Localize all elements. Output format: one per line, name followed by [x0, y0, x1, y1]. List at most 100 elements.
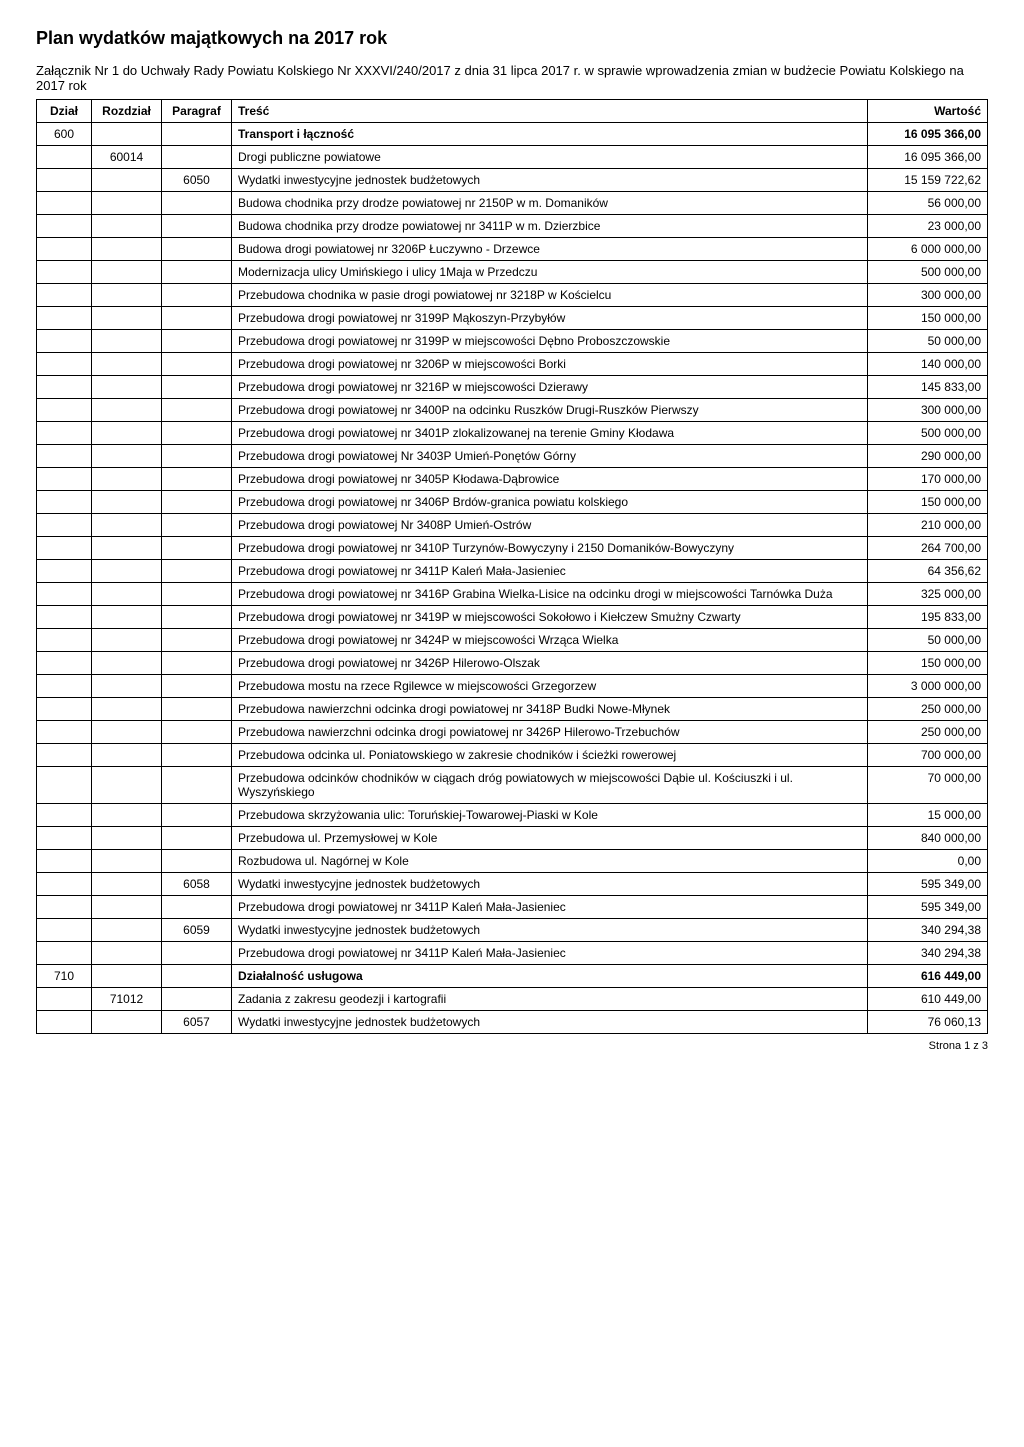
cell-rozdzial	[92, 675, 162, 698]
table-row: Przebudowa drogi powiatowej nr 3426P Hil…	[37, 652, 988, 675]
cell-tresc: Przebudowa drogi powiatowej nr 3411P Kal…	[232, 560, 868, 583]
cell-paragraf	[162, 468, 232, 491]
cell-tresc: Rozbudowa ul. Nagórnej w Kole	[232, 850, 868, 873]
cell-wartosc: 145 833,00	[868, 376, 988, 399]
cell-tresc: Przebudowa ul. Przemysłowej w Kole	[232, 827, 868, 850]
table-row: Przebudowa drogi powiatowej nr 3411P Kal…	[37, 896, 988, 919]
table-row: Przebudowa drogi powiatowej Nr 3403P Umi…	[37, 445, 988, 468]
cell-rozdzial	[92, 896, 162, 919]
cell-rozdzial	[92, 307, 162, 330]
cell-rozdzial: 60014	[92, 146, 162, 169]
table-row: Przebudowa odcinka ul. Poniatowskiego w …	[37, 744, 988, 767]
table-row: 71012Zadania z zakresu geodezji i kartog…	[37, 988, 988, 1011]
cell-rozdzial	[92, 399, 162, 422]
cell-wartosc: 610 449,00	[868, 988, 988, 1011]
cell-dzial	[37, 652, 92, 675]
cell-tresc: Przebudowa chodnika w pasie drogi powiat…	[232, 284, 868, 307]
cell-wartosc: 0,00	[868, 850, 988, 873]
cell-tresc: Przebudowa drogi powiatowej nr 3199P Mąk…	[232, 307, 868, 330]
budget-table: Dział Rozdział Paragraf Treść Wartość 60…	[36, 99, 988, 1034]
table-row: Rozbudowa ul. Nagórnej w Kole0,00	[37, 850, 988, 873]
cell-tresc: Przebudowa odcinka ul. Poniatowskiego w …	[232, 744, 868, 767]
cell-tresc: Wydatki inwestycyjne jednostek budżetowy…	[232, 919, 868, 942]
table-row: Przebudowa drogi powiatowej nr 3199P w m…	[37, 330, 988, 353]
cell-rozdzial	[92, 767, 162, 804]
header-tresc: Treść	[232, 100, 868, 123]
cell-rozdzial	[92, 942, 162, 965]
cell-rozdzial	[92, 537, 162, 560]
page-footer: Strona 1 z 3	[36, 1040, 988, 1052]
cell-dzial	[37, 261, 92, 284]
cell-paragraf	[162, 445, 232, 468]
cell-paragraf	[162, 652, 232, 675]
cell-paragraf	[162, 988, 232, 1011]
cell-rozdzial	[92, 123, 162, 146]
cell-rozdzial	[92, 376, 162, 399]
cell-tresc: Przebudowa drogi powiatowej nr 3419P w m…	[232, 606, 868, 629]
cell-wartosc: 595 349,00	[868, 873, 988, 896]
cell-paragraf	[162, 675, 232, 698]
cell-rozdzial	[92, 238, 162, 261]
cell-paragraf	[162, 629, 232, 652]
cell-tresc: Budowa chodnika przy drodze powiatowej n…	[232, 215, 868, 238]
cell-wartosc: 325 000,00	[868, 583, 988, 606]
cell-dzial	[37, 514, 92, 537]
cell-dzial	[37, 767, 92, 804]
cell-paragraf	[162, 767, 232, 804]
cell-tresc: Działalność usługowa	[232, 965, 868, 988]
cell-rozdzial	[92, 1011, 162, 1034]
cell-wartosc: 16 095 366,00	[868, 146, 988, 169]
cell-paragraf	[162, 698, 232, 721]
cell-rozdzial	[92, 284, 162, 307]
cell-paragraf: 6058	[162, 873, 232, 896]
cell-paragraf: 6050	[162, 169, 232, 192]
cell-paragraf	[162, 399, 232, 422]
cell-dzial	[37, 284, 92, 307]
cell-tresc: Modernizacja ulicy Umińskiego i ulicy 1M…	[232, 261, 868, 284]
cell-tresc: Drogi publiczne powiatowe	[232, 146, 868, 169]
cell-wartosc: 500 000,00	[868, 261, 988, 284]
cell-paragraf: 6057	[162, 1011, 232, 1034]
cell-tresc: Przebudowa drogi powiatowej nr 3424P w m…	[232, 629, 868, 652]
cell-rozdzial	[92, 965, 162, 988]
cell-wartosc: 150 000,00	[868, 307, 988, 330]
cell-rozdzial	[92, 261, 162, 284]
cell-wartosc: 50 000,00	[868, 629, 988, 652]
cell-paragraf	[162, 827, 232, 850]
cell-tresc: Przebudowa drogi powiatowej nr 3401P zlo…	[232, 422, 868, 445]
cell-wartosc: 300 000,00	[868, 399, 988, 422]
cell-dzial	[37, 744, 92, 767]
cell-rozdzial	[92, 827, 162, 850]
cell-rozdzial	[92, 215, 162, 238]
cell-paragraf	[162, 261, 232, 284]
cell-rozdzial	[92, 353, 162, 376]
cell-wartosc: 170 000,00	[868, 468, 988, 491]
cell-rozdzial	[92, 169, 162, 192]
cell-dzial	[37, 445, 92, 468]
cell-wartosc: 70 000,00	[868, 767, 988, 804]
cell-dzial	[37, 850, 92, 873]
cell-dzial	[37, 399, 92, 422]
cell-dzial	[37, 1011, 92, 1034]
cell-dzial: 710	[37, 965, 92, 988]
cell-wartosc: 500 000,00	[868, 422, 988, 445]
cell-wartosc: 76 060,13	[868, 1011, 988, 1034]
cell-wartosc: 50 000,00	[868, 330, 988, 353]
cell-wartosc: 3 000 000,00	[868, 675, 988, 698]
cell-tresc: Przebudowa drogi powiatowej nr 3406P Brd…	[232, 491, 868, 514]
cell-tresc: Budowa chodnika przy drodze powiatowej n…	[232, 192, 868, 215]
cell-paragraf	[162, 965, 232, 988]
table-row: Budowa chodnika przy drodze powiatowej n…	[37, 215, 988, 238]
table-row: Przebudowa ul. Przemysłowej w Kole840 00…	[37, 827, 988, 850]
cell-dzial	[37, 537, 92, 560]
cell-paragraf	[162, 238, 232, 261]
cell-dzial	[37, 873, 92, 896]
cell-dzial	[37, 146, 92, 169]
cell-tresc: Przebudowa drogi powiatowej nr 3416P Gra…	[232, 583, 868, 606]
cell-tresc: Przebudowa drogi powiatowej nr 3411P Kal…	[232, 942, 868, 965]
cell-tresc: Wydatki inwestycyjne jednostek budżetowy…	[232, 873, 868, 896]
cell-wartosc: 64 356,62	[868, 560, 988, 583]
cell-tresc: Przebudowa drogi powiatowej nr 3216P w m…	[232, 376, 868, 399]
cell-wartosc: 290 000,00	[868, 445, 988, 468]
cell-tresc: Budowa drogi powiatowej nr 3206P Łuczywn…	[232, 238, 868, 261]
